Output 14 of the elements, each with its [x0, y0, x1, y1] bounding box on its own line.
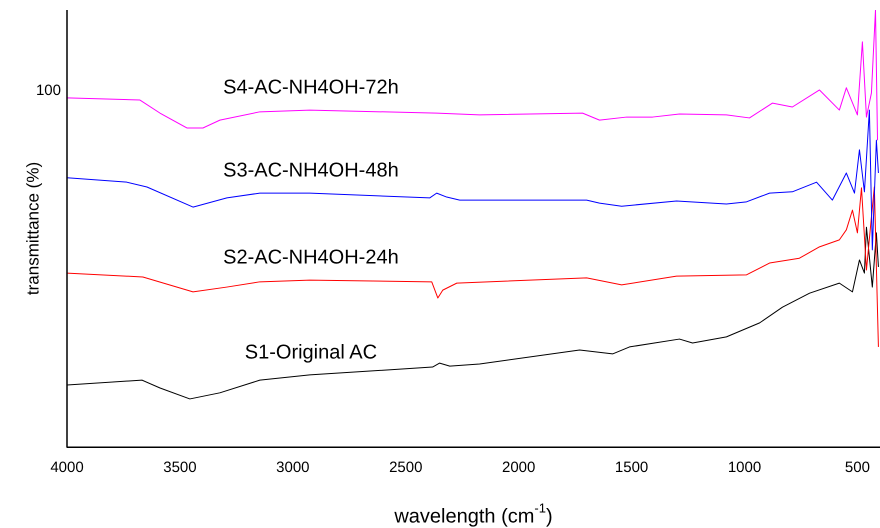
- x-tick-label: 2500: [389, 459, 422, 476]
- x-tick-label: 1000: [728, 459, 762, 476]
- series-label: S1-Original AC: [244, 341, 378, 364]
- y-axis-title: transmittance (%): [24, 162, 43, 296]
- x-tick-label: 3500: [163, 459, 197, 476]
- x-tick-label: 2000: [502, 459, 536, 476]
- x-tick-label: 1500: [614, 459, 648, 476]
- series-label: S2-AC-NH4OH-24h: [223, 246, 399, 269]
- x-tick-label: 500: [844, 459, 870, 476]
- text: 100: [36, 82, 61, 99]
- series-label: S3-AC-NH4OH-48h: [223, 160, 399, 182]
- x-tick-label: 4000: [50, 459, 84, 476]
- series-label: S4-AC-NH4OH-72h: [223, 76, 399, 99]
- x-tick-label: 3000: [276, 459, 310, 476]
